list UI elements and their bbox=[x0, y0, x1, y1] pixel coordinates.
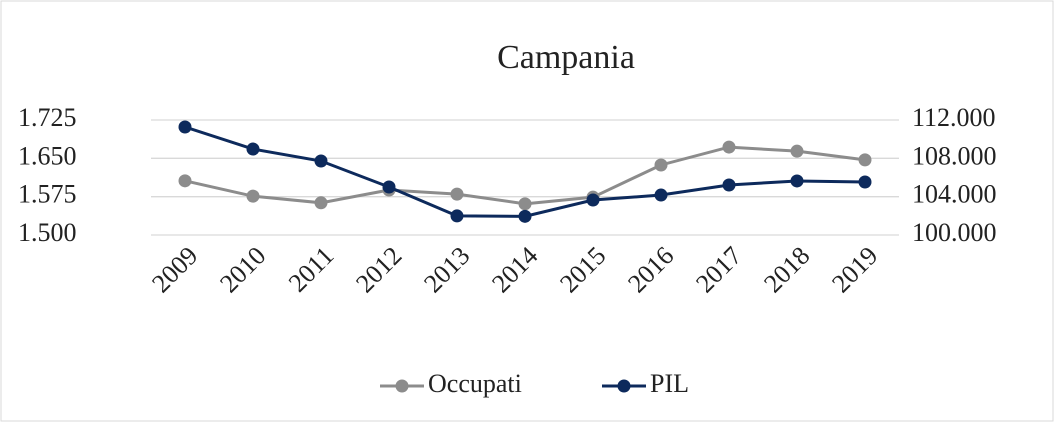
point bbox=[586, 193, 600, 207]
point bbox=[382, 180, 396, 194]
y2-tick-label: 112.000 bbox=[912, 103, 996, 132]
point bbox=[858, 153, 872, 167]
point bbox=[178, 120, 192, 134]
point bbox=[246, 189, 260, 203]
point bbox=[314, 196, 328, 210]
point bbox=[790, 144, 804, 158]
point bbox=[314, 154, 328, 168]
point bbox=[654, 188, 668, 202]
point bbox=[450, 187, 464, 201]
point bbox=[722, 178, 736, 192]
y-tick-label: 1.650 bbox=[18, 141, 77, 170]
y-tick-label: 1.575 bbox=[18, 180, 77, 209]
point bbox=[518, 209, 532, 223]
legend-label: PIL bbox=[650, 369, 689, 398]
y2-tick-label: 104.000 bbox=[912, 180, 997, 209]
point bbox=[858, 175, 872, 189]
legend-marker bbox=[395, 379, 409, 393]
chart-title: Campania bbox=[497, 39, 635, 76]
point bbox=[450, 209, 464, 223]
legend-label: Occupati bbox=[428, 369, 522, 398]
point bbox=[518, 197, 532, 211]
y-tick-label: 1.725 bbox=[18, 103, 77, 132]
point bbox=[722, 140, 736, 154]
y-tick-label: 1.500 bbox=[18, 218, 77, 247]
point bbox=[654, 158, 668, 172]
point bbox=[790, 174, 804, 188]
y2-tick-label: 100.000 bbox=[912, 218, 997, 247]
y2-tick-label: 108.000 bbox=[912, 141, 997, 170]
legend-marker bbox=[617, 379, 631, 393]
point bbox=[246, 142, 260, 156]
point bbox=[178, 174, 192, 188]
